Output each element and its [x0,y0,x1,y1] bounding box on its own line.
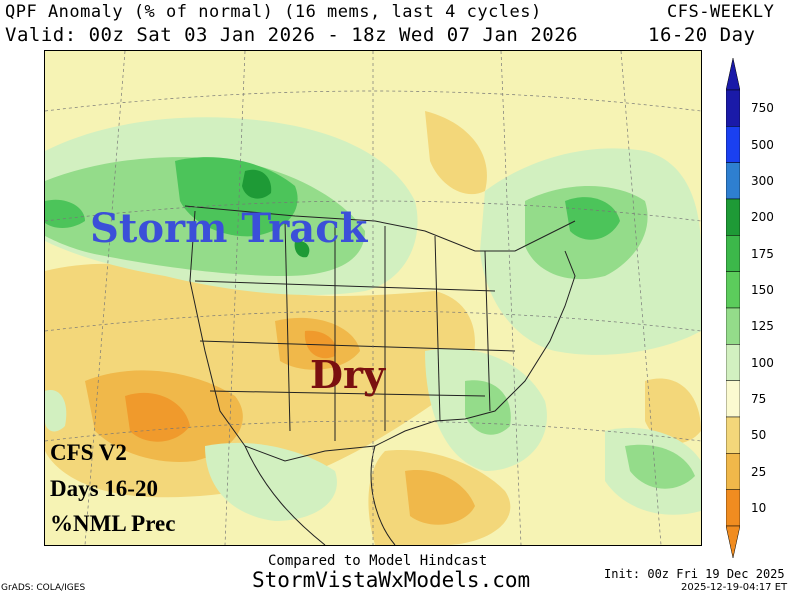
site-name: StormVistaWxModels.com [252,568,531,592]
colorbar-label: 75 [751,391,767,406]
colorbar-swatch [726,235,740,272]
grads-credit: GrADS: COLA/IGES [1,583,86,593]
colorbar-swatch [726,271,740,309]
forecast-range: 16-20 Day [648,24,756,46]
colorbar-swatch [726,344,740,381]
dry-annotation: Dry [310,352,386,397]
colorbar-label: 50 [751,428,767,443]
colorbar-label: 500 [751,137,774,152]
colorbar-swatch [726,453,740,490]
init-time: Init: 00z Fri 19 Dec 2025 [604,567,785,581]
colorbar-label: 125 [751,319,774,334]
valid-period: Valid: 00z Sat 03 Jan 2026 - 18z Wed 07 … [5,24,579,46]
colorbar-label: 175 [751,246,774,261]
colorbar-label: 300 [751,173,774,188]
colorbar-label: 200 [751,210,774,225]
colorbar-swatch [726,198,740,236]
colorbar-top-arrow [726,58,740,91]
colorbar-swatch [726,380,740,418]
generated-stamp: 2025-12-19-04:17 ET [681,582,788,593]
storm-track-annotation: Storm Track [90,205,368,252]
map-field [45,51,701,545]
colorbar-swatch [726,162,740,200]
precip-anomaly-map [44,50,702,546]
hindcast-note: Compared to Model Hindcast [268,553,488,569]
colorbar-swatch [726,416,740,454]
graticule [45,51,701,545]
colorbar-swatch [726,126,740,163]
colorbar-label: 100 [751,355,774,370]
colorbar-label: 10 [751,500,767,515]
chart-title: QPF Anomaly (% of normal) (16 mems, last… [5,2,542,22]
model-name: CFS-WEEKLY [667,2,775,22]
political-boundaries [184,205,576,545]
info-line-units: %NML Prec [50,511,176,536]
colorbar-label: 150 [751,282,774,297]
info-line-days: Days 16-20 [50,476,158,501]
colorbar-label: 25 [751,464,767,479]
colorbar-swatch [726,89,740,127]
colorbar-swatch [726,489,740,527]
colorbar [726,58,740,558]
colorbar-bottom-arrow [726,525,740,558]
wet-max-areas [242,169,310,258]
info-line-model: CFS V2 [50,440,127,465]
colorbar-label: 750 [751,101,774,116]
colorbar-swatch [726,307,740,345]
